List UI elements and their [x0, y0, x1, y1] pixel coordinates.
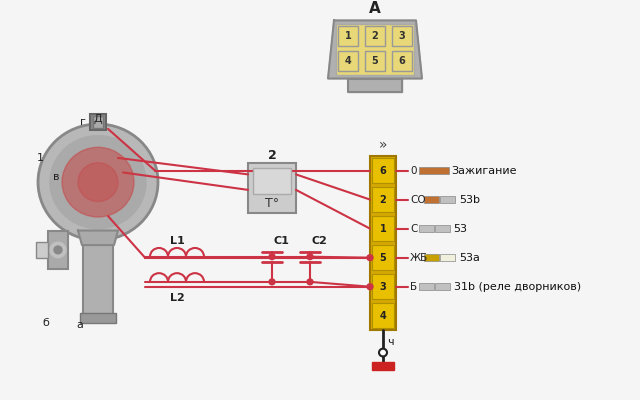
- FancyBboxPatch shape: [83, 235, 113, 318]
- Text: 2: 2: [372, 31, 378, 41]
- Circle shape: [50, 242, 66, 258]
- FancyBboxPatch shape: [372, 303, 394, 328]
- Circle shape: [38, 124, 158, 240]
- FancyBboxPatch shape: [419, 167, 449, 174]
- Text: C2: C2: [312, 236, 328, 246]
- FancyBboxPatch shape: [424, 254, 439, 261]
- Circle shape: [269, 279, 275, 285]
- Text: ч: ч: [387, 337, 394, 347]
- FancyBboxPatch shape: [365, 52, 385, 71]
- Circle shape: [307, 279, 313, 285]
- Polygon shape: [348, 78, 402, 92]
- FancyBboxPatch shape: [372, 187, 394, 212]
- Text: 6: 6: [380, 166, 387, 176]
- FancyBboxPatch shape: [93, 116, 103, 128]
- Text: б: б: [43, 318, 49, 328]
- Text: 1: 1: [36, 153, 44, 163]
- Polygon shape: [78, 230, 118, 245]
- FancyBboxPatch shape: [440, 196, 455, 203]
- Circle shape: [367, 255, 373, 260]
- FancyBboxPatch shape: [419, 283, 433, 290]
- FancyBboxPatch shape: [338, 52, 358, 71]
- Text: 53b: 53b: [459, 194, 480, 204]
- FancyBboxPatch shape: [392, 52, 412, 71]
- FancyBboxPatch shape: [90, 114, 106, 130]
- Text: Б: Б: [410, 282, 417, 292]
- FancyBboxPatch shape: [48, 230, 68, 269]
- Circle shape: [50, 136, 146, 229]
- FancyBboxPatch shape: [336, 24, 414, 75]
- Text: C: C: [410, 224, 417, 234]
- FancyBboxPatch shape: [372, 216, 394, 241]
- Text: г: г: [80, 117, 86, 127]
- FancyBboxPatch shape: [370, 156, 396, 330]
- FancyBboxPatch shape: [419, 225, 433, 232]
- Circle shape: [379, 349, 387, 356]
- Text: L2: L2: [170, 292, 184, 302]
- Text: 4: 4: [380, 311, 387, 321]
- Text: в: в: [52, 172, 60, 182]
- Text: T°: T°: [265, 197, 279, 210]
- Text: C1: C1: [274, 236, 290, 246]
- FancyBboxPatch shape: [372, 158, 394, 183]
- Circle shape: [62, 147, 134, 217]
- Text: ЖБ: ЖБ: [410, 253, 428, 263]
- Text: а: а: [77, 320, 83, 330]
- FancyBboxPatch shape: [80, 313, 116, 322]
- Circle shape: [78, 163, 118, 202]
- FancyBboxPatch shape: [372, 362, 394, 370]
- FancyBboxPatch shape: [424, 196, 439, 203]
- FancyBboxPatch shape: [248, 163, 296, 213]
- Text: 6: 6: [399, 56, 405, 66]
- Circle shape: [269, 254, 275, 260]
- Text: 1: 1: [344, 31, 351, 41]
- Text: 5: 5: [380, 253, 387, 263]
- Text: 2: 2: [380, 194, 387, 204]
- Text: 3: 3: [380, 282, 387, 292]
- Text: 3: 3: [399, 31, 405, 41]
- Circle shape: [367, 284, 373, 290]
- Text: 53: 53: [454, 224, 467, 234]
- Circle shape: [307, 254, 313, 260]
- Text: 0: 0: [410, 166, 417, 176]
- Text: 5: 5: [372, 56, 378, 66]
- FancyBboxPatch shape: [372, 274, 394, 299]
- Text: »: »: [379, 138, 387, 152]
- FancyBboxPatch shape: [392, 26, 412, 46]
- Text: CO: CO: [410, 194, 426, 204]
- Circle shape: [54, 246, 62, 254]
- Text: A: A: [369, 0, 381, 16]
- Text: Д: Д: [93, 114, 102, 124]
- Text: 4: 4: [344, 56, 351, 66]
- FancyBboxPatch shape: [365, 26, 385, 46]
- Text: L1: L1: [170, 236, 184, 246]
- FancyBboxPatch shape: [440, 254, 455, 261]
- FancyBboxPatch shape: [338, 26, 358, 46]
- Text: 53a: 53a: [459, 253, 480, 263]
- FancyBboxPatch shape: [253, 168, 291, 194]
- Text: 1: 1: [380, 224, 387, 234]
- Text: 2: 2: [268, 148, 276, 162]
- Polygon shape: [328, 20, 422, 78]
- FancyBboxPatch shape: [435, 225, 449, 232]
- Text: Зажигание: Зажигание: [451, 166, 517, 176]
- FancyBboxPatch shape: [36, 242, 48, 258]
- FancyBboxPatch shape: [372, 245, 394, 270]
- FancyBboxPatch shape: [435, 283, 449, 290]
- Text: 31b (реле дворников): 31b (реле дворников): [454, 282, 580, 292]
